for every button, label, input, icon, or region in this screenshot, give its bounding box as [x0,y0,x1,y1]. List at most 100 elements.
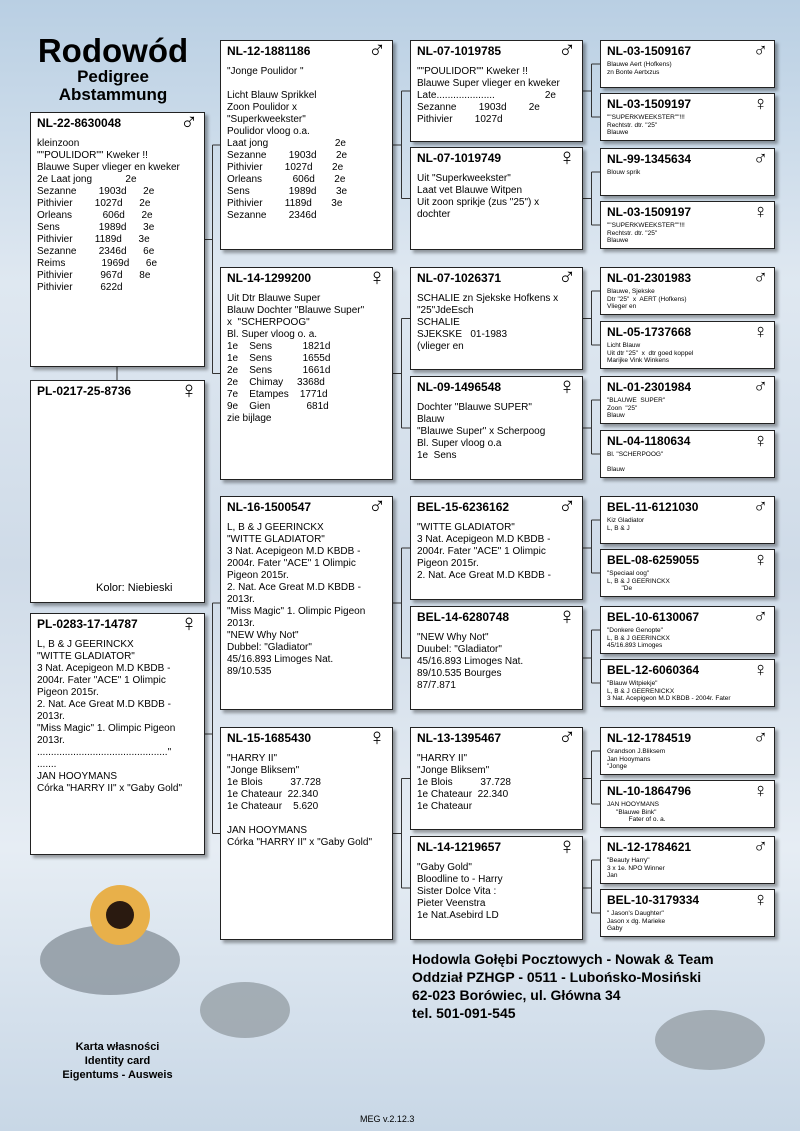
info-line: 89/10.535 Bourges [417,668,502,679]
sex-symbol: ♀ [558,836,576,860]
sex-symbol: ♂ [753,496,768,518]
bird-info: ""SUPERKWEEKSTER""!!! Rechtstr. dtr. "25"… [607,222,768,245]
info-line: "NEW Why Not" [227,630,299,641]
info-line: 3 x 1e. NPO Winner [607,864,665,872]
info-line: 2e Sens 1661d [227,365,331,376]
bird-info: Blouw sprik [607,169,768,177]
sex-symbol: ♀ [753,659,768,681]
info-line: 1e Nat.Asebird LD [417,910,499,921]
info-line: 2. Nat. Ace Great M.D KBDB - [227,582,361,593]
info-line: 2004r. Fater "ACE" 1 Olimpic [37,675,166,686]
info-line: Sezanne 1903d 2e [37,186,155,197]
bird-note: Kolor: Niebieski [96,582,173,594]
info-paragraph: Uit "Superkweekster" Laat vet Blauwe Witp… [417,173,576,221]
info-line: ""POULIDOR"" Kweker !! [417,66,528,77]
info-line: Blauw Dochter "Blauwe Super" [227,305,365,316]
info-line: "Jonge [607,763,628,770]
info-line: JAN HOOYMANS [607,801,660,808]
info-paragraph: JAN HOOYMANS "Blauwe Bink" Fater of o. a… [607,801,768,824]
info-line: Sens 1989d 3e [227,186,348,197]
info-line: 1e Chateaur 22.340 [417,789,509,800]
bird-card: PL-0217-25-8736 ♀ Kolor: Niebieski [30,380,205,603]
info-line: Pieter Veenstra [417,898,486,909]
info-line: L, B & J GEERENICKX [607,687,675,695]
info-paragraph: Uit Dtr Blauwe Super Blauw Dochter "Blauw… [227,293,386,425]
ring-number: NL-03-1509167 [607,44,692,58]
info-line: 45/16.893 Limoges Nat. [227,654,334,665]
info-paragraph: "Beauty Harry" 3 x 1e. NPO Winner Jan [607,857,768,880]
info-line: 1e Chateaur 5.620 [227,801,319,812]
info-line: 1e Sens 1821d [227,341,331,352]
info-line: 89/10.535 [227,666,272,677]
info-line: Rechtstr. dtr. "25" [607,229,658,237]
bird-card: NL-15-1685430 ♀ "HARRY II" "Jonge Bliksem" 1… [220,727,393,940]
info-line: Sezanne 1903d 2e [227,150,348,161]
sex-symbol: ♀ [180,613,198,637]
info-line: JAN HOOYMANS [227,825,308,836]
info-paragraph: "HARRY II" "Jonge Bliksem" 1e Blois 37.728… [227,753,386,813]
info-line: x "SCHERPOOG" [227,317,310,328]
bird-info: "Jonge Poulidor " Licht Blauw Sprikkel Zoo… [227,66,386,222]
info-line: 2. Nat. Ace Great M.D KBDB - [417,570,551,581]
sex-symbol: ♀ [753,201,768,223]
info-line: "HARRY II" [417,753,468,764]
info-line: 3 Nat. Acepigeon M.D KBDB - 2004r. Fater [607,695,731,702]
info-line: L, B & J GEERINCKX [227,522,324,533]
info-line: Laat jong 2e [227,138,346,149]
info-line: Dtr "25" x AERT (Hofkens) [607,295,687,303]
bird-card: NL-10-1864796 ♀ JAN HOOYMANS "Blauwe Bink"… [600,780,775,828]
ring-number: NL-07-1019785 [417,44,502,58]
info-line: ""POULIDOR"" Kweker !! [37,150,148,161]
info-paragraph: "Jonge Poulidor " [227,66,386,78]
info-line: "Gaby Gold" [417,862,472,873]
subtitle: Abstammung [58,85,168,104]
info-line: Fater of o. a. [607,816,666,823]
card-line: Identity card [84,1055,151,1067]
ring-number: PL-0283-17-14787 [37,617,138,631]
info-line: "WITTE GLADIATOR" [227,534,325,545]
bird-info: "Beauty Harry" 3 x 1e. NPO Winner Jan [607,857,768,880]
ring-number: NL-10-1864796 [607,784,692,798]
info-line: Blauwe Aert (Hofkens) [607,61,672,68]
ring-number: NL-12-1881186 [227,44,311,58]
sex-symbol: ♂ [753,727,768,749]
info-paragraph: "WITTE GLADIATOR" 3 Nat. Acepigeon M.D KB… [417,522,576,582]
bird-info: "WITTE GLADIATOR" 3 Nat. Acepigeon M.D KB… [417,522,576,582]
bird-info: "Donkere Genopte" L, B & J GEERINCKX 45/16… [607,627,768,650]
info-line: Sister Dolce Vita : [417,886,497,897]
info-paragraph: ""SUPERKWEEKSTER""!!! Rechtstr. dtr. "25"… [607,222,768,245]
info-line: "Donkere Genopte" [607,627,663,634]
bird-card: BEL-14-6280748 ♀ "NEW Why Not" Duubel: "Gla… [410,606,583,710]
ring-number: NL-15-1685430 [227,731,312,745]
breeder-line: 62-023 Borówiec, ul. Główna 34 [412,987,621,1003]
info-line: Blauwe, Sjekske [607,288,655,295]
info-line: " Jason's Daughter" [607,910,664,917]
info-paragraph: "HARRY II" "Jonge Bliksem" 1e Blois 37.728… [417,753,576,813]
info-line: "NEW Why Not" [417,632,489,643]
bird-info: Uit "Superkweekster" Laat vet Blauwe Witp… [417,173,576,221]
info-line: 2e Laat jong 2e [37,174,137,185]
info-line: "Jonge Bliksem" [227,765,300,776]
info-line: Gaby [607,925,623,932]
sex-symbol: ♀ [753,321,768,343]
info-line: Blauw [607,465,625,473]
bird-info: L, B & J GEERINCKX "WITTE GLADIATOR" 3 Nat… [37,639,198,795]
info-line: "25"JdeEsch [417,305,474,316]
info-line: Pithivier 1027d 2e [37,198,151,209]
info-line: 7e Etampes 1771d [227,389,328,400]
info-line: 1e Chateaur 22.340 [227,789,319,800]
info-line: Licht Blauw [607,342,641,349]
sex-symbol: ♂ [558,727,576,751]
info-paragraph: "Speciaal oog" L, B & J GEERINCKX "De [607,570,768,593]
bird-info: kleinzoon ""POULIDOR"" Kweker !! Blauwe Su… [37,138,198,294]
info-line: SCHALIE [417,317,460,328]
info-line: Blauwe [607,237,629,244]
bird-info: Blauwe, Sjekske Dtr "25" x AERT (Hofkens)… [607,288,768,311]
info-line: 2013r. [37,735,65,746]
sex-symbol: ♂ [753,606,768,628]
info-paragraph: Dochter "Blauwe SUPER" Blauw "Blauwe Super… [417,402,576,462]
bird-info: "NEW Why Not" Duubel: "Gladiator" 45/16.89… [417,632,576,692]
info-line: 3 Nat. Acepigeon M.D KBDB - [417,534,551,545]
ring-number: BEL-14-6280748 [417,610,510,624]
